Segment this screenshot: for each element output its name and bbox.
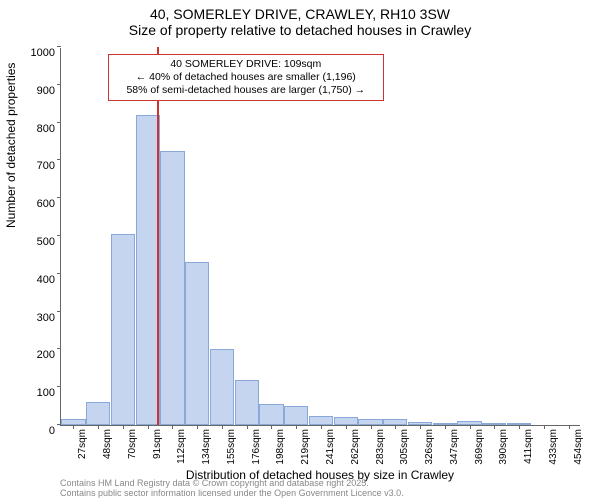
x-tick-label: 347sqm [449, 429, 460, 465]
x-tick-label: 262sqm [350, 429, 361, 465]
x-tick-mark [296, 425, 297, 429]
title-line2: Size of property relative to detached ho… [0, 22, 600, 38]
x-tick-mark [123, 425, 124, 429]
x-tick-label: 369sqm [474, 429, 485, 465]
x-tick-label: 241sqm [325, 429, 336, 465]
y-tick-mark [57, 348, 61, 349]
y-tick-label: 200 [37, 349, 55, 361]
x-tick-mark [172, 425, 173, 429]
x-tick-mark [148, 425, 149, 429]
y-tick-mark [57, 122, 61, 123]
x-tick-label: 411sqm [523, 429, 534, 464]
x-tick-label: 390sqm [498, 429, 509, 465]
x-tick-mark [420, 425, 421, 429]
y-tick-mark [57, 273, 61, 274]
y-tick-label: 400 [37, 274, 55, 286]
property-marker-line [157, 47, 159, 425]
title-line1: 40, SOMERLEY DRIVE, CRAWLEY, RH10 3SW [0, 6, 600, 22]
x-tick-label: 155sqm [226, 429, 237, 465]
y-tick-mark [57, 386, 61, 387]
x-tick-label: 176sqm [251, 429, 262, 465]
attribution-line2: Contains public sector information licen… [60, 489, 404, 499]
x-tick-mark [519, 425, 520, 429]
x-tick-mark [395, 425, 396, 429]
x-tick-label: 219sqm [300, 429, 311, 465]
y-tick-label: 300 [37, 312, 55, 324]
chart-plot-area: 0100200300400500600700800900100027sqm48s… [60, 48, 580, 426]
y-tick-mark [57, 159, 61, 160]
y-tick-label: 100 [37, 387, 55, 399]
y-tick-mark [57, 235, 61, 236]
y-tick-mark [57, 46, 61, 47]
x-tick-mark [98, 425, 99, 429]
x-tick-mark [222, 425, 223, 429]
x-tick-mark [247, 425, 248, 429]
y-tick-label: 500 [37, 236, 55, 248]
x-tick-label: 305sqm [399, 429, 410, 465]
x-tick-label: 70sqm [127, 429, 138, 459]
annotation-line: 58% of semi-detached houses are larger (… [115, 84, 377, 97]
x-tick-mark [271, 425, 272, 429]
x-tick-mark [73, 425, 74, 429]
annotation-callout: 40 SOMERLEY DRIVE: 109sqm← 40% of detach… [108, 54, 384, 101]
x-tick-label: 134sqm [201, 429, 212, 465]
x-tick-mark [544, 425, 545, 429]
x-tick-label: 91sqm [152, 429, 163, 459]
histogram-bar [111, 234, 135, 425]
x-tick-mark [371, 425, 372, 429]
y-tick-mark [57, 197, 61, 198]
histogram-bar [136, 115, 160, 425]
x-tick-label: 112sqm [176, 429, 187, 464]
chart-title: 40, SOMERLEY DRIVE, CRAWLEY, RH10 3SW Si… [0, 0, 600, 38]
histogram-bar [160, 151, 184, 425]
y-tick-label: 700 [37, 160, 55, 172]
y-tick-label: 1000 [31, 47, 55, 59]
histogram-bar [235, 380, 259, 425]
histogram-bar [259, 404, 283, 425]
x-tick-mark [445, 425, 446, 429]
histogram-bar [185, 262, 209, 425]
x-tick-label: 454sqm [573, 429, 584, 465]
annotation-line: 40 SOMERLEY DRIVE: 109sqm [115, 58, 377, 71]
histogram-bar [86, 402, 110, 425]
y-axis-label: Number of detached properties [4, 63, 18, 228]
x-tick-mark [346, 425, 347, 429]
y-tick-label: 0 [49, 425, 55, 437]
x-tick-mark [494, 425, 495, 429]
y-tick-mark [57, 311, 61, 312]
x-tick-mark [197, 425, 198, 429]
y-tick-label: 900 [37, 85, 55, 97]
histogram-bar [334, 417, 358, 425]
x-tick-label: 198sqm [275, 429, 286, 465]
x-tick-mark [569, 425, 570, 429]
x-tick-mark [321, 425, 322, 429]
annotation-line: ← 40% of detached houses are smaller (1,… [115, 71, 377, 84]
x-tick-label: 48sqm [102, 429, 113, 459]
x-tick-label: 433sqm [548, 429, 559, 465]
histogram-bar [284, 406, 308, 425]
histogram-bar [210, 349, 234, 425]
y-tick-mark [57, 84, 61, 85]
x-tick-mark [470, 425, 471, 429]
y-tick-label: 800 [37, 123, 55, 135]
histogram-bar [309, 416, 333, 425]
x-tick-label: 27sqm [77, 429, 88, 459]
x-tick-label: 326sqm [424, 429, 435, 465]
x-tick-label: 283sqm [375, 429, 386, 465]
attribution-text: Contains HM Land Registry data © Crown c… [60, 479, 404, 499]
y-tick-label: 600 [37, 198, 55, 210]
